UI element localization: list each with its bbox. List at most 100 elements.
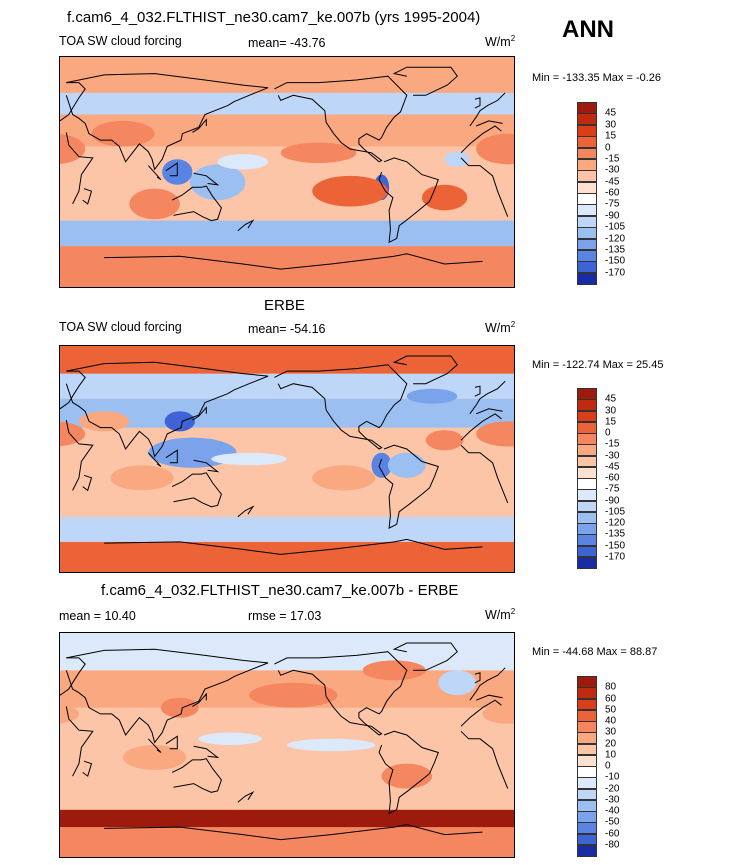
colorbar-box (577, 399, 597, 411)
panel2-variable: TOA SW cloud forcing (59, 320, 182, 334)
colorbar-label: -30 (605, 794, 620, 806)
colorbar-box (577, 102, 597, 114)
panel1-units: W/m2 (485, 34, 515, 49)
coastline (237, 219, 255, 232)
coastline (104, 824, 483, 841)
colorbar-box (577, 721, 597, 733)
coastline (65, 132, 94, 205)
coastline (65, 648, 269, 744)
colorbar-label: -20 (605, 783, 620, 794)
coastline (82, 474, 93, 492)
coastline (192, 118, 207, 133)
colorbar-label: 30 (605, 119, 617, 131)
coastline (237, 505, 255, 518)
colorbar-label: -80 (605, 839, 620, 851)
coastline (165, 162, 178, 177)
panel2-units: W/m2 (485, 320, 515, 335)
colorbar-box (577, 158, 597, 171)
coastline (65, 706, 94, 777)
colorbar-label: -15 (605, 153, 620, 165)
colorbar-box (577, 833, 597, 846)
colorbar-label: -170 (605, 551, 626, 563)
colorbar-box (577, 698, 597, 711)
contour-blob (129, 188, 180, 220)
colorbar-box (577, 215, 597, 228)
panel3-minmax: Min = -44.68 Max = 88.87 (532, 646, 658, 658)
panel2-units-base: W/m (485, 321, 511, 336)
colorbar-box (577, 489, 597, 501)
coastline (474, 97, 481, 109)
contour-band (60, 346, 514, 374)
contour-band (60, 707, 514, 793)
colorbar-label: -105 (605, 506, 626, 518)
panel1-map (59, 56, 515, 288)
coastline (460, 413, 502, 441)
colorbar-label: 45 (605, 107, 617, 119)
colorbar-box (577, 388, 597, 400)
colorbar-box (577, 732, 597, 744)
colorbar-label: -60 (605, 187, 620, 199)
coastline (476, 408, 503, 415)
panel2-mean: mean= -54.16 (248, 322, 326, 336)
panel3-map (59, 632, 515, 858)
panel3-units: W/m2 (485, 607, 515, 622)
contour-blob (60, 704, 79, 724)
contour-band (60, 92, 514, 115)
coastline (392, 355, 458, 385)
panel3-title: f.cam6_4_032.FLTHIST_ne30.cam7_ke.007b -… (101, 582, 459, 599)
map-field (60, 346, 514, 572)
coastline (104, 253, 483, 270)
contour-band (60, 633, 514, 671)
contour-blob (312, 465, 376, 491)
contour-band (60, 246, 514, 287)
coastline (476, 694, 503, 701)
coastline (147, 452, 162, 467)
colorbar-label: -105 (605, 221, 626, 233)
colorbar-label: -135 (605, 528, 626, 540)
contour-band (60, 516, 514, 542)
colorbar-box (577, 433, 597, 445)
colorbar-box (577, 249, 597, 262)
colorbar-box (577, 113, 597, 126)
colorbar-box (577, 444, 597, 456)
colorbar-box (577, 272, 597, 285)
colorbar-box (577, 238, 597, 251)
contour-band (60, 827, 514, 857)
colorbar-box (577, 227, 597, 239)
colorbar-label: -90 (605, 210, 620, 222)
coastline (460, 444, 509, 504)
coastline (192, 406, 207, 421)
contour-blob (60, 421, 86, 447)
colorbar-label: -120 (605, 233, 626, 244)
panel2-map (59, 345, 515, 573)
panel1-minmax: Min = -133.35 Max = -0.26 (532, 72, 662, 84)
coastline (392, 66, 458, 96)
coastline (171, 185, 222, 222)
coastline (474, 672, 481, 684)
panel1-units-base: W/m (485, 35, 511, 50)
colorbar-label: -50 (605, 816, 620, 828)
map-field (60, 57, 514, 287)
coastline (469, 667, 506, 701)
panel1-mean: mean= -43.76 (248, 36, 326, 50)
colorbar-label: -45 (605, 176, 620, 188)
colorbar-label: 40 (605, 715, 617, 727)
coastline (65, 73, 269, 171)
coastline (171, 758, 222, 793)
colorbar-box (577, 676, 597, 688)
contour-blob (476, 133, 514, 165)
colorbar-label: 20 (605, 738, 617, 749)
contour-blob (164, 411, 195, 432)
coastline (460, 699, 502, 727)
contour-blob (230, 398, 332, 419)
coastline (147, 165, 162, 181)
contour-blob (123, 745, 187, 770)
coastline (193, 745, 220, 759)
colorbar-box (577, 556, 597, 569)
colorbar-box (577, 822, 597, 834)
colorbar-box (577, 844, 597, 857)
panel3-colorbar: 80 60 50 40 30 20 10 0 -10 -20 -30 -40 -50 -60 -80 (577, 676, 619, 857)
colorbar-label: 0 (605, 760, 611, 772)
colorbar-label: -150 (605, 255, 626, 267)
contour-blob (66, 672, 168, 693)
